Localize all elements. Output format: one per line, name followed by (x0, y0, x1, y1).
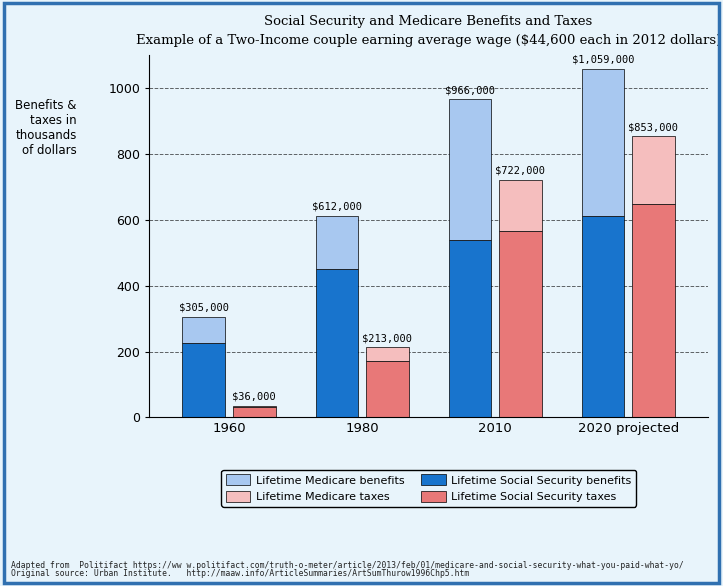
Y-axis label: Benefits &
taxes in
thousands
of dollars: Benefits & taxes in thousands of dollars (15, 98, 77, 156)
Bar (366, 347, 408, 362)
Bar (632, 137, 675, 204)
Text: Original source: Urban Institute.   http://maaw.info/ArticleSummaries/ArtSumThur: Original source: Urban Institute. http:/… (11, 570, 469, 578)
Text: $612,000: $612,000 (312, 202, 362, 212)
Title: Social Security and Medicare Benefits and Taxes
Example of a Two-Income couple e: Social Security and Medicare Benefits an… (136, 15, 722, 47)
Text: $722,000: $722,000 (495, 166, 545, 176)
Bar (315, 216, 358, 269)
Bar (448, 240, 491, 417)
Bar (581, 69, 624, 216)
Bar (182, 317, 225, 343)
Bar (499, 179, 542, 231)
Text: Adapted from  Politifact https://ww w.politifact.com/truth-o-meter/article/2013/: Adapted from Politifact https://ww w.pol… (11, 561, 683, 570)
Bar (581, 216, 624, 417)
Text: $966,000: $966,000 (445, 86, 495, 96)
Text: $213,000: $213,000 (362, 333, 412, 343)
Bar (182, 343, 225, 417)
Bar (632, 204, 675, 417)
Bar (499, 231, 542, 417)
Text: $305,000: $305,000 (179, 303, 228, 313)
Bar (315, 269, 358, 417)
Bar (233, 406, 275, 407)
Text: $853,000: $853,000 (628, 122, 678, 132)
Bar (366, 362, 408, 417)
Bar (233, 407, 275, 417)
Text: $36,000: $36,000 (233, 391, 276, 401)
Text: $1,059,000: $1,059,000 (572, 54, 634, 64)
Legend: Lifetime Medicare benefits, Lifetime Medicare taxes, Lifetime Social Security be: Lifetime Medicare benefits, Lifetime Med… (221, 470, 636, 507)
Bar (448, 99, 491, 240)
